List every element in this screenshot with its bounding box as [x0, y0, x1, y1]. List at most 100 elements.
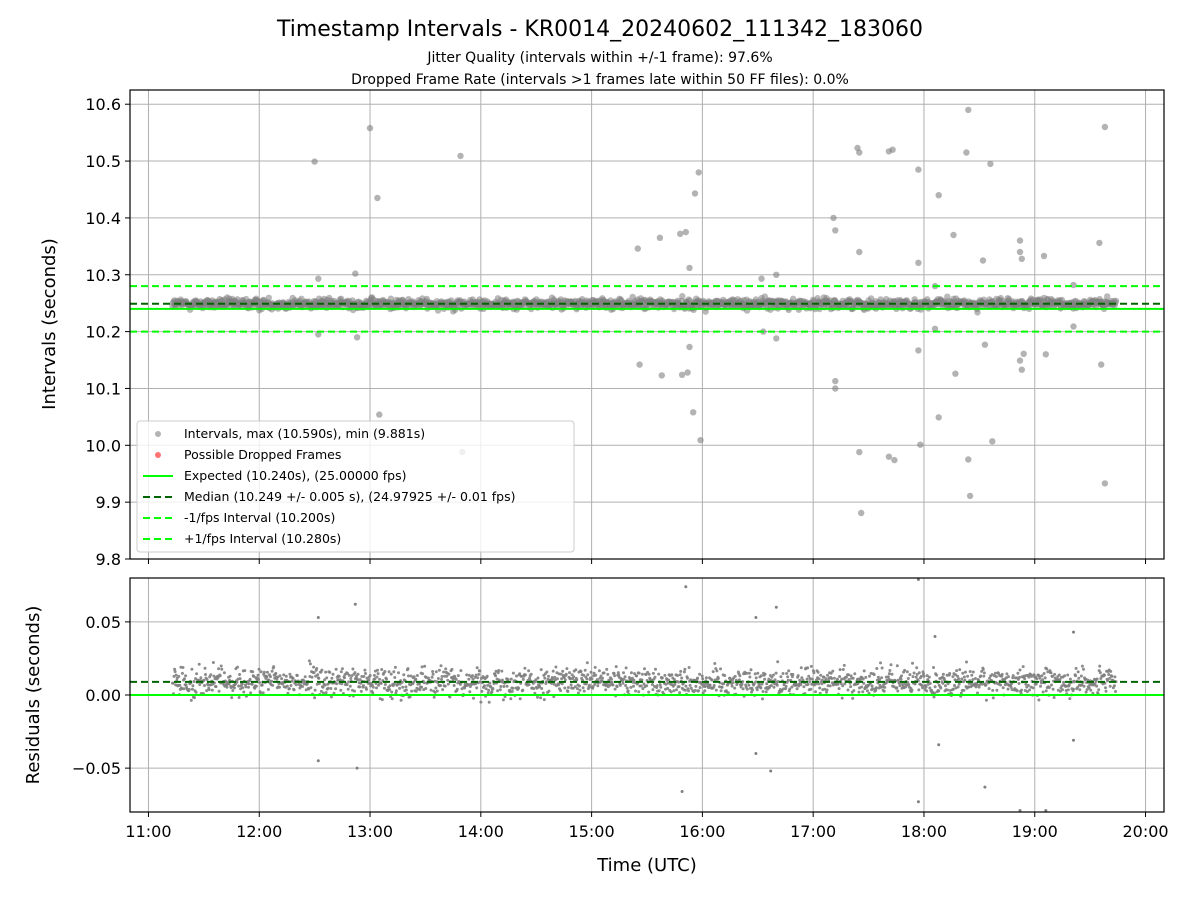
residual-point: [846, 688, 850, 692]
residual-point: [261, 691, 265, 695]
residual-point: [624, 684, 628, 687]
residual-point: [849, 685, 853, 689]
residual-point: [560, 682, 564, 686]
residual-point: [217, 689, 221, 693]
residual-point: [192, 680, 196, 683]
residual-point: [190, 667, 194, 671]
residual-point: [666, 686, 670, 690]
residual-point: [605, 667, 609, 671]
residual-point: [1074, 666, 1078, 670]
residual-point: [680, 676, 684, 680]
residual-point: [511, 671, 515, 675]
residual-point: [566, 686, 570, 689]
residual-point: [842, 663, 846, 667]
residual-point: [618, 683, 622, 687]
legend-intervals-label: Intervals, max (10.590s), min (9.881s): [184, 426, 425, 441]
residual-point: [593, 665, 597, 669]
residual-point: [448, 695, 452, 699]
residual-point: [571, 686, 575, 690]
residual-point: [770, 675, 774, 679]
residual-point: [351, 667, 355, 671]
residual-point: [444, 667, 448, 671]
residual-point: [862, 669, 866, 673]
residual-point: [882, 689, 886, 693]
residual-point: [908, 673, 912, 677]
residual-point: [1025, 690, 1029, 694]
residual-point: [350, 674, 354, 678]
interval-outlier-point: [966, 492, 974, 500]
residual-point: [776, 660, 780, 664]
residual-point: [576, 691, 580, 695]
residual-point: [975, 683, 979, 687]
residual-point: [472, 696, 475, 700]
residual-point: [754, 680, 758, 684]
residual-point: [826, 673, 829, 677]
residual-point: [910, 688, 914, 692]
residual-point: [730, 684, 734, 688]
residual-point: [979, 674, 983, 678]
residual-point: [441, 688, 445, 692]
residual-point: [887, 672, 891, 676]
x-tick-label: 18:00: [901, 822, 947, 841]
residual-point: [774, 671, 778, 675]
residual-point: [480, 689, 484, 693]
residual-point: [435, 689, 439, 693]
residual-point: [715, 669, 719, 673]
residual-point: [769, 684, 773, 687]
residual-point: [928, 681, 932, 685]
residual-point: [347, 680, 351, 684]
residual-point: [309, 686, 313, 690]
residual-point: [370, 683, 374, 687]
residual-point: [565, 667, 569, 671]
residual-point: [534, 678, 538, 682]
residual-point: [1024, 682, 1028, 686]
residual-point: [626, 689, 630, 693]
residual-point: [600, 679, 604, 683]
interval-outlier-point: [858, 509, 865, 517]
residual-point: [1050, 683, 1053, 687]
residual-point: [307, 659, 311, 663]
residual-point: [825, 690, 828, 694]
x-axis-label: Time (UTC): [596, 855, 697, 876]
residual-point: [178, 683, 182, 687]
x-tick-label: 17:00: [790, 822, 836, 841]
residual-point: [754, 676, 758, 680]
residual-point: [809, 687, 813, 691]
interval-outlier-point: [773, 271, 780, 278]
residual-point: [928, 686, 932, 690]
residual-point: [583, 668, 587, 672]
residual-point: [812, 671, 816, 675]
x-ticks: 11:00 12:00 13:00 14:00 15:00 16:00 17:00 18:00…: [125, 559, 1169, 841]
interval-outlier-point: [697, 437, 704, 444]
residual-point: [329, 695, 333, 699]
residual-point: [698, 672, 702, 676]
residual-point: [1114, 690, 1117, 693]
residual-point: [606, 672, 610, 676]
residual-point: [993, 671, 997, 675]
residual-point: [830, 677, 834, 680]
residual-point: [633, 672, 636, 676]
x-tick-label: 16:00: [679, 822, 725, 841]
residual-point: [259, 670, 263, 674]
residual-point: [517, 686, 521, 690]
residual-point: [251, 670, 255, 674]
residual-point: [418, 682, 421, 686]
residual-point: [946, 682, 950, 686]
interval-outlier-point: [311, 158, 318, 165]
residual-point: [644, 673, 648, 676]
residual-point: [933, 685, 937, 689]
residual-point: [816, 670, 820, 674]
residual-point: [1074, 674, 1078, 678]
residual-outlier-point: [1044, 809, 1048, 812]
x-tick-label: 13:00: [347, 822, 393, 841]
residual-point: [599, 674, 603, 678]
residual-outlier-point: [353, 602, 357, 606]
residual-point: [404, 685, 408, 689]
residual-point: [932, 695, 936, 699]
residual-point: [761, 697, 764, 701]
residual-point: [359, 689, 363, 693]
residual-point: [282, 673, 286, 677]
residual-point: [686, 676, 689, 680]
residual-point: [710, 678, 714, 682]
residual-outlier-point: [355, 766, 359, 770]
